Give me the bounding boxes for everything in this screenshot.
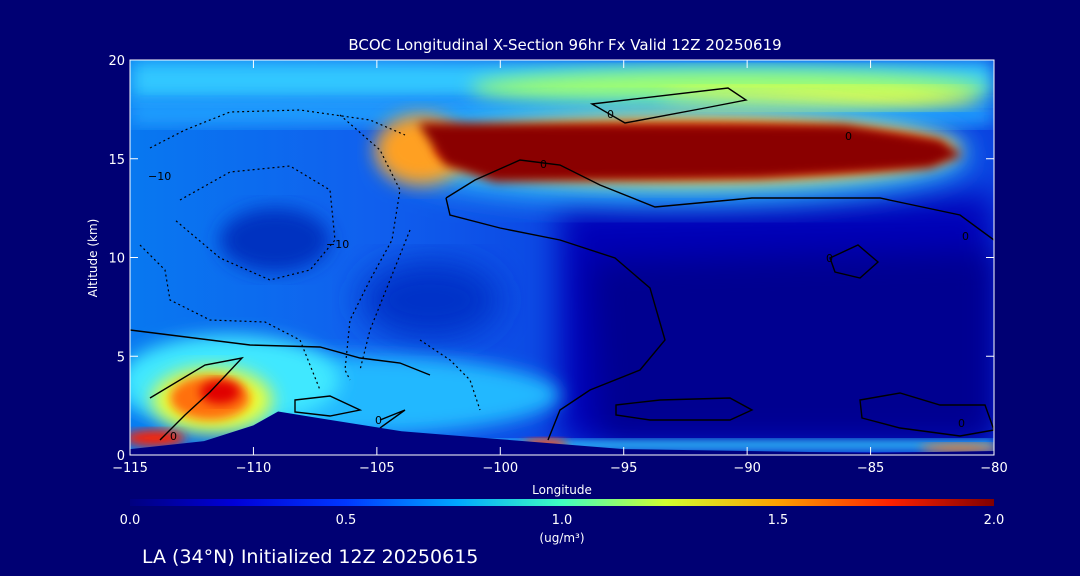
x-tick-label: −105 (359, 461, 395, 476)
colorbar-tick-label: 0.0 (120, 513, 141, 528)
contour-label-group: 0 0 0 0 −10 −10 0 0 0 0 (148, 108, 969, 443)
contour-label: −10 (148, 170, 171, 183)
y-tick-label: 15 (108, 153, 125, 168)
colorbar-tick-label: 1.0 (552, 513, 573, 528)
x-axis: −115 −110 −105 −100 −95 −90 −85 −80 (112, 60, 1008, 476)
y-axis-label: Altitude (km) (86, 219, 100, 298)
colorbar-ticks: 0.0 0.5 1.0 1.5 2.0 (120, 513, 1005, 528)
contour-label: 0 (962, 230, 969, 243)
x-tick-label: −100 (482, 461, 518, 476)
concentration-field (130, 60, 994, 455)
contour-label: 0 (826, 252, 833, 265)
colorbar-label: (ug/m³) (539, 531, 584, 545)
x-tick-label: −115 (112, 461, 148, 476)
contour-label: 0 (845, 130, 852, 143)
colorbar-tick-label: 0.5 (336, 513, 357, 528)
colorbar-tick-label: 2.0 (984, 513, 1005, 528)
terrain-mask (130, 411, 994, 455)
x-tick-label: −110 (236, 461, 272, 476)
colorbar-tick-label: 1.5 (768, 513, 789, 528)
y-axis: 0 5 10 15 20 (108, 54, 994, 464)
y-tick-label: 10 (108, 252, 125, 267)
y-tick-label: 20 (108, 54, 125, 69)
contour-label: 0 (540, 158, 547, 171)
y-tick-label: 0 (117, 449, 125, 464)
contour-lines-dashed (139, 109, 481, 411)
x-tick-label: −95 (610, 461, 637, 476)
contour-label: 0 (607, 108, 614, 121)
contour-label: 0 (170, 430, 177, 443)
chart-title: BCOC Longitudinal X-Section 96hr Fx Vali… (348, 36, 781, 54)
x-axis-label: Longitude (532, 483, 592, 497)
x-tick-label: −90 (733, 461, 760, 476)
contour-label: 0 (958, 417, 965, 430)
contour-label: 0 (375, 414, 382, 427)
x-tick-label: −85 (857, 461, 884, 476)
contour-lines (130, 87, 994, 441)
y-tick-label: 5 (117, 350, 125, 365)
contour-label: −10 (326, 238, 349, 251)
x-tick-label: −80 (980, 461, 1007, 476)
colorbar (130, 499, 994, 506)
footer-caption: LA (34°N) Initialized 12Z 20250615 (142, 546, 478, 568)
